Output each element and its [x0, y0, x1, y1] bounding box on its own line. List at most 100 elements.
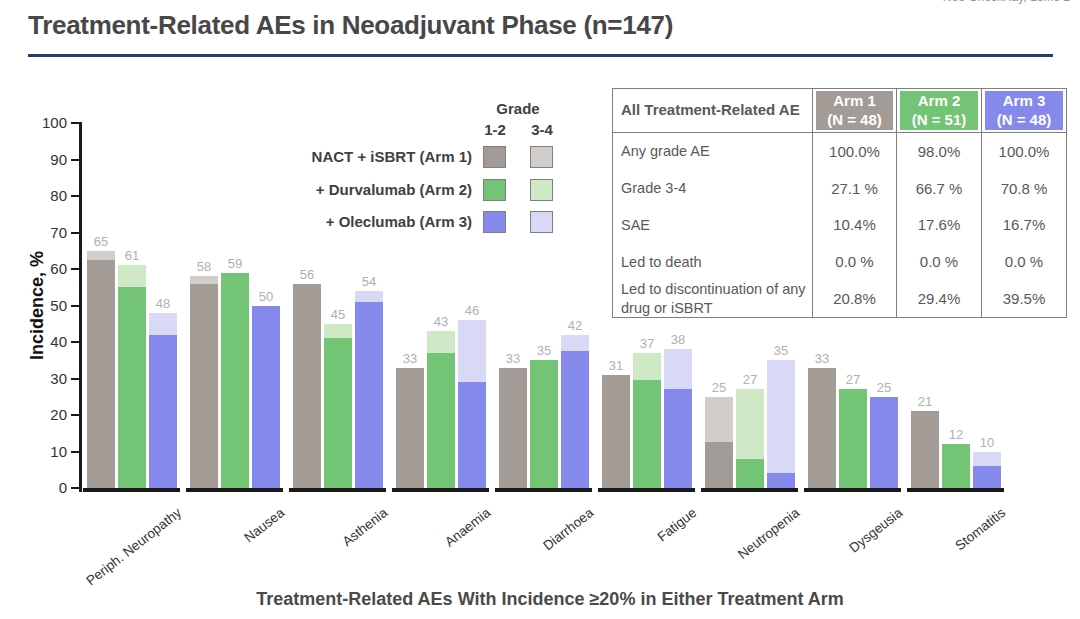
bar-segment-grade12: [499, 368, 527, 488]
bar-segment-grade34: [664, 349, 692, 389]
table-row-label: SAE: [613, 207, 812, 244]
slide: Neo-CheckRay, Lome 2 Treatment-Related A…: [0, 0, 1080, 619]
bar-arm1-stomatitis: 21: [911, 411, 939, 488]
bar-segment-grade12: [324, 338, 352, 488]
bar-arm2-nausea: 59: [221, 273, 249, 488]
legend-swatch-arm1-grade12: [483, 146, 506, 168]
bar-value-label: 61: [110, 248, 154, 263]
x-axis-segment: [186, 488, 283, 492]
bar-value-label: 33: [388, 351, 432, 366]
bar-value-label: 35: [759, 343, 803, 358]
legend-swatch-arm2-grade12: [483, 179, 506, 201]
x-axis-segment: [289, 488, 386, 492]
bar-arm1-periph-neuropathy: 65: [87, 251, 115, 488]
x-axis-segment: [392, 488, 489, 492]
bar-value-label: 50: [244, 289, 288, 304]
bar-value-label: 46: [450, 303, 494, 318]
table-header-arm2: Arm 2(N = 51): [896, 89, 981, 133]
bar-segment-grade12: [561, 351, 589, 488]
arm-label: Arm 3: [1003, 92, 1046, 111]
y-tick-label: 50: [33, 297, 67, 314]
bar-segment-grade12: [149, 335, 177, 488]
bar-value-label: 42: [553, 318, 597, 333]
bar-segment-grade34: [324, 324, 352, 339]
bar-segment-grade12: [973, 466, 1001, 488]
bar-arm2-asthenia: 45: [324, 324, 352, 488]
bar-segment-grade12: [942, 444, 970, 488]
y-tick-mark: [71, 341, 79, 343]
bar-arm1-neutropenia: 25: [705, 397, 733, 488]
arm-n: (N = 48): [997, 111, 1052, 130]
bar-value-label: 21: [903, 394, 947, 409]
bar-arm1-anaemia: 33: [396, 368, 424, 488]
table-row-label: Grade 3-4: [613, 170, 812, 207]
x-axis-segment: [83, 488, 180, 492]
legend-label-arm3: + Oleclumab (Arm 3): [247, 213, 472, 230]
table-value-arm3: 16.7%: [981, 207, 1066, 244]
bar-value-label: 48: [141, 296, 185, 311]
bar-segment-grade12: [190, 284, 218, 488]
bar-segment-grade12: [602, 375, 630, 488]
bar-segment-grade34: [427, 331, 455, 353]
x-axis-segment: [804, 488, 901, 492]
bar-arm1-nausea: 58: [190, 276, 218, 488]
legend-col-grade34: 3-4: [528, 121, 556, 138]
bar-value-label: 33: [800, 351, 844, 366]
bar-segment-grade12: [458, 382, 486, 488]
table-row-label: Led to death: [613, 243, 812, 280]
table-value-arm1: 100.0%: [812, 133, 896, 170]
bar-arm3-diarrhoea: 42: [561, 335, 589, 488]
bar-value-label: 54: [347, 274, 391, 289]
bar-arm3-periph-neuropathy: 48: [149, 313, 177, 488]
arm-n: (N = 48): [827, 111, 882, 130]
table-value-arm1: 0.0 %: [812, 243, 896, 280]
bar-arm2-anaemia: 43: [427, 331, 455, 488]
bar-segment-grade34: [458, 320, 486, 382]
y-tick-label: 30: [33, 370, 67, 387]
bar-segment-grade12: [118, 287, 146, 488]
bar-arm1-fatigue: 31: [602, 375, 630, 488]
y-tick-label: 0: [33, 479, 67, 496]
bar-value-label: 35: [522, 343, 566, 358]
bar-arm3-dysgeusia: 25: [870, 397, 898, 488]
y-tick-mark: [71, 451, 79, 453]
bar-segment-grade34: [973, 452, 1001, 467]
y-axis-line: [79, 122, 82, 492]
bar-value-label: 65: [79, 234, 123, 249]
bar-segment-grade34: [149, 313, 177, 335]
bar-value-label: 10: [965, 435, 1009, 450]
bar-segment-grade12: [530, 360, 558, 488]
x-axis-segment: [598, 488, 695, 492]
y-tick-mark: [71, 122, 79, 124]
bar-segment-grade12: [221, 273, 249, 488]
bar-value-label: 31: [594, 358, 638, 373]
y-tick-mark: [71, 232, 79, 234]
bar-segment-grade12: [839, 389, 867, 488]
bar-segment-grade34: [355, 291, 383, 302]
y-tick-mark: [71, 414, 79, 416]
bar-arm2-stomatitis: 12: [942, 444, 970, 488]
bar-segment-grade12: [355, 302, 383, 488]
bar-segment-grade12: [767, 473, 795, 488]
table-value-arm2: 98.0%: [896, 133, 981, 170]
table-header-label: All Treatment-Related AE: [613, 89, 812, 133]
bar-arm2-neutropenia: 27: [736, 389, 764, 488]
y-tick-label: 80: [33, 187, 67, 204]
legend-swatch-arm1-grade34: [530, 146, 553, 168]
bar-segment-grade34: [633, 353, 661, 380]
y-tick-label: 60: [33, 260, 67, 277]
bar-segment-grade34: [190, 276, 218, 283]
bar-arm3-nausea: 50: [252, 306, 280, 489]
bar-segment-grade34: [736, 389, 764, 458]
table-value-arm2: 29.4%: [896, 280, 981, 317]
bar-value-label: 38: [656, 332, 700, 347]
table-value-arm2: 66.7 %: [896, 170, 981, 207]
table-value-arm3: 39.5%: [981, 280, 1066, 317]
y-tick-label: 100: [33, 114, 67, 131]
table-header-arm1: Arm 1(N = 48): [812, 89, 896, 133]
arm-label: Arm 2: [918, 92, 961, 111]
legend-swatch-arm3-grade34: [530, 211, 553, 233]
bar-segment-grade12: [911, 411, 939, 488]
bar-value-label: 45: [316, 307, 360, 322]
arm-n: (N = 51): [912, 111, 967, 130]
